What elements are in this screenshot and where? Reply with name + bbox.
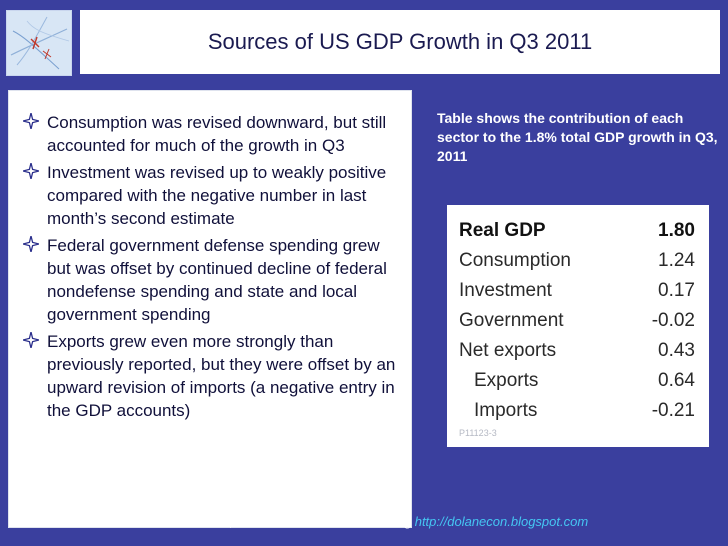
blog-logo-image <box>6 10 72 76</box>
title-bar: Sources of US GDP Growth in Q3 2011 <box>80 10 720 74</box>
bullet-item: Federal government defense spending grew… <box>23 234 405 326</box>
bullet-panel: Consumption was revised downward, but st… <box>8 90 412 528</box>
bullet-text: Investment was revised up to weakly posi… <box>47 163 387 228</box>
table-row: Consumption 1.24 <box>459 246 697 276</box>
bullet-text: Federal government defense spending grew… <box>47 236 387 324</box>
row-label: Exports <box>474 370 539 391</box>
four-point-star-icon <box>23 161 47 187</box>
row-value: -0.21 <box>651 400 695 421</box>
bullet-item: Investment was revised up to weakly posi… <box>23 161 405 230</box>
table-caption: Table shows the contribution of each sec… <box>437 110 718 164</box>
four-point-star-icon <box>23 330 47 356</box>
gdp-table: Real GDP 1.80 Consumption 1.24 Investmen… <box>447 205 709 447</box>
table-row: Real GDP 1.80 <box>459 216 697 246</box>
footer-text: Posted Dec. 23, 2011 on Ed Dolan’s Econ … <box>139 514 412 529</box>
table-code: P11123-3 <box>459 428 497 438</box>
four-point-star-icon <box>23 234 47 260</box>
slide-title: Sources of US GDP Growth in Q3 2011 <box>207 29 593 54</box>
row-value: 1.80 <box>658 220 695 241</box>
table-row: Government -0.02 <box>459 306 697 336</box>
table-row: Imports -0.21 <box>459 396 697 426</box>
bullet-item: Consumption was revised downward, but st… <box>23 111 405 157</box>
row-value: -0.02 <box>651 310 695 331</box>
row-label: Investment <box>459 280 552 301</box>
four-point-star-icon <box>23 111 47 137</box>
blog-link[interactable]: http://dolanecon.blogspot.com <box>414 514 589 529</box>
row-label: Imports <box>474 400 538 421</box>
bullet-text: Consumption was revised downward, but st… <box>47 113 387 155</box>
row-value: 0.17 <box>658 280 695 301</box>
sketch-lines-icon <box>7 11 71 75</box>
table-row: Investment 0.17 <box>459 276 697 306</box>
row-label: Consumption <box>459 250 571 271</box>
footer: Posted Dec. 23, 2011 on Ed Dolan’s Econ … <box>0 514 728 529</box>
bullet-item: Exports grew even more strongly than pre… <box>23 330 405 422</box>
row-value: 0.43 <box>658 340 695 361</box>
row-label: Real GDP <box>459 220 546 241</box>
bullet-text: Exports grew even more strongly than pre… <box>47 332 396 420</box>
table-row: Exports 0.64 <box>459 366 697 396</box>
row-label: Net exports <box>459 340 557 361</box>
table-row: Net exports 0.43 <box>459 336 697 366</box>
row-value: 1.24 <box>658 250 695 271</box>
row-label: Government <box>459 310 564 331</box>
row-value: 0.64 <box>658 370 695 391</box>
